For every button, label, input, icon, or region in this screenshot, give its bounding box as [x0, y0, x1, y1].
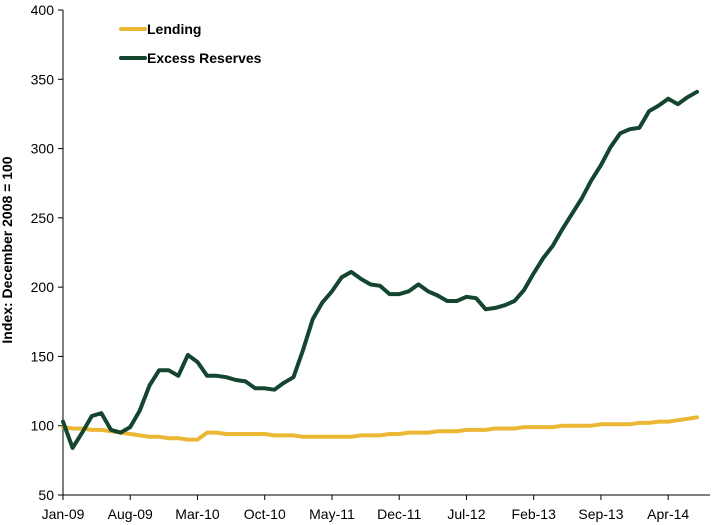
series-line-lending	[61, 415, 699, 442]
y-ticks: 50 100 150 200 250 300 350 400	[31, 2, 63, 503]
y-tick-label: 250	[31, 210, 55, 226]
y-tick-label: 100	[31, 418, 55, 434]
x-tick-label: Jul-12	[447, 506, 485, 522]
x-tick-label: May-11	[309, 506, 355, 522]
y-tick-label: 300	[31, 141, 55, 157]
x-tick-label: Aug-09	[108, 506, 153, 522]
x-tick-label: Sep-13	[578, 506, 623, 522]
y-tick-label: 200	[31, 279, 55, 295]
legend: Lending Excess Reserves	[119, 21, 262, 66]
x-ticks: Jan-09 Aug-09 Mar-10 Oct-10 May-11 Dec-11 Jul-…	[42, 495, 689, 522]
legend-label: Lending	[147, 21, 201, 37]
x-tick-label: Oct-10	[244, 506, 286, 522]
x-tick-label: Jan-09	[42, 506, 85, 522]
x-tick-label: Feb-13	[512, 506, 557, 522]
y-tick-label: 400	[31, 2, 55, 18]
x-tick-label: Apr-14	[647, 506, 689, 522]
y-tick-label: 50	[38, 487, 54, 503]
y-tick-label: 150	[31, 348, 55, 364]
x-tick-label: Dec-11	[377, 506, 421, 522]
legend-label: Excess Reserves	[147, 50, 262, 66]
y-tick-label: 350	[31, 71, 55, 87]
x-tick-label: Mar-10	[175, 506, 220, 522]
series-lines	[61, 89, 699, 450]
series-line-excess-reserves	[61, 89, 699, 450]
y-axis-title: Index: December 2008 = 100	[0, 156, 15, 343]
